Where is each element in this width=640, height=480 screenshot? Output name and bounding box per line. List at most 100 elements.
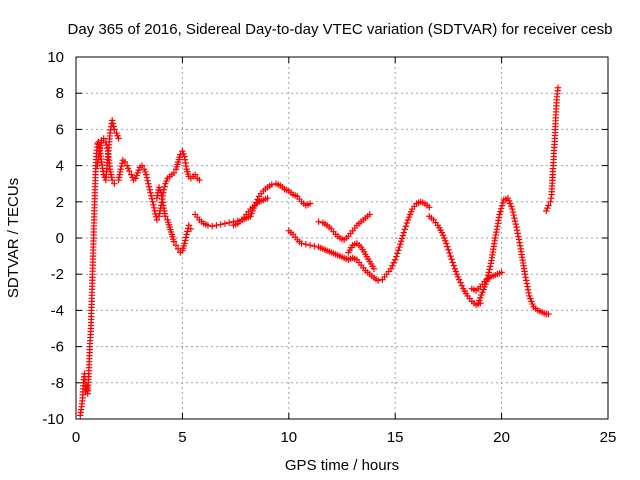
data-point [509, 208, 517, 216]
tick-labels: 0 5 10 15 20 25 -10 -8 -6 -4 -2 0 2 4 6 8 10 [42, 49, 616, 446]
data-points [77, 84, 562, 419]
x-tick-label: 10 [280, 429, 297, 446]
data-point [184, 225, 192, 232]
y-tick-label: -8 [51, 375, 64, 392]
data-point [161, 183, 168, 190]
data-point [187, 225, 195, 233]
data-point [177, 151, 184, 158]
data-point [402, 223, 410, 230]
data-point [401, 226, 408, 233]
data-point [487, 263, 494, 270]
data-point [395, 247, 402, 254]
data-point [315, 218, 322, 225]
data-point [108, 176, 116, 184]
y-tick-label: 2 [56, 194, 64, 211]
data-point [483, 278, 490, 285]
data-point [191, 171, 199, 178]
x-tick-label: 20 [493, 429, 510, 446]
data-point [302, 241, 310, 248]
data-point [509, 205, 516, 213]
data-point [512, 220, 519, 228]
data-point [511, 214, 518, 222]
data-point [396, 243, 403, 251]
chart-title: Day 365 of 2016, Sidereal Day-to-day VTE… [68, 21, 613, 38]
data-point [486, 266, 493, 273]
data-point [110, 123, 117, 130]
data-point [148, 195, 156, 202]
data-point [484, 275, 491, 282]
y-tick-label: -10 [42, 411, 64, 428]
data-point [196, 176, 203, 184]
data-point [498, 202, 506, 209]
data-point [400, 229, 407, 236]
data-point [497, 205, 505, 212]
data-point [170, 169, 178, 177]
data-point [515, 233, 522, 240]
data-point [306, 242, 314, 249]
data-point [499, 199, 507, 207]
data-point [498, 269, 505, 276]
data-point [226, 219, 233, 226]
data-point [100, 135, 107, 142]
data-point [370, 265, 378, 272]
y-tick-label: 4 [56, 158, 64, 175]
x-tick-label: 0 [72, 429, 80, 446]
data-point [103, 141, 110, 149]
data-point [455, 276, 463, 283]
data-point [510, 211, 517, 219]
data-point [185, 222, 192, 229]
data-point [457, 279, 464, 286]
data-point [162, 213, 169, 220]
data-point [399, 232, 407, 239]
x-tick-label: 15 [387, 429, 404, 446]
data-point [104, 144, 111, 152]
data-point [182, 237, 189, 244]
data-point [146, 186, 153, 193]
data-point [126, 167, 133, 175]
data-point [450, 262, 457, 269]
data-point [426, 204, 433, 211]
data-point [515, 236, 523, 243]
axis-ticks [75, 56, 609, 420]
data-point [102, 138, 109, 146]
data-point [144, 177, 151, 184]
data-point [204, 222, 212, 229]
data-point [497, 208, 504, 215]
data-point [217, 221, 224, 228]
data-point [298, 240, 305, 247]
data-point [398, 235, 406, 242]
data-point [213, 222, 220, 229]
data-point [153, 216, 161, 224]
data-point [183, 231, 190, 238]
data-point [516, 239, 523, 246]
data-point [149, 198, 156, 205]
data-point [516, 242, 524, 249]
data-point [484, 272, 492, 279]
data-point [366, 211, 373, 218]
data-point [109, 120, 117, 127]
data-point [403, 219, 411, 227]
data-point [374, 277, 382, 284]
data-point [264, 194, 271, 202]
data-point [145, 183, 153, 190]
y-tick-label: -2 [51, 266, 64, 283]
data-point [138, 162, 146, 169]
data-point [252, 199, 260, 206]
data-point [445, 246, 452, 253]
data-point [117, 166, 124, 173]
data-point [523, 280, 531, 287]
data-point [181, 240, 188, 247]
data-point [311, 242, 318, 250]
data-point [397, 238, 405, 245]
data-point [522, 274, 529, 281]
data-point [147, 192, 155, 199]
data-point [147, 189, 154, 196]
x-tick-label: 25 [600, 429, 617, 446]
y-tick-label: 10 [47, 49, 64, 66]
data-point [145, 180, 152, 187]
data-point [306, 200, 314, 207]
data-point [524, 283, 531, 290]
data-point [111, 180, 118, 187]
data-point [448, 256, 455, 263]
data-point [393, 253, 400, 260]
